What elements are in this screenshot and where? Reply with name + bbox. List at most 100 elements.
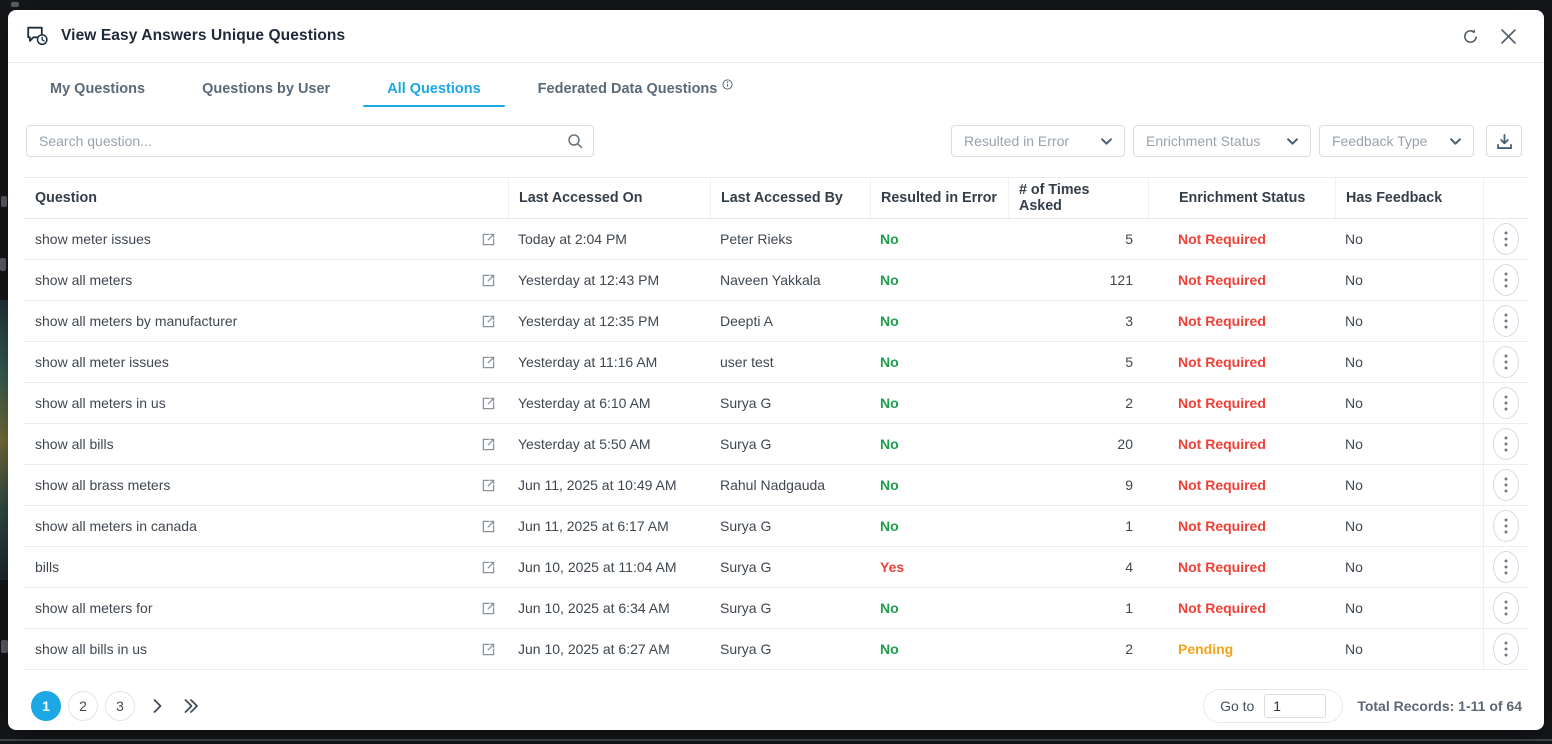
enrichment-status: Not Required bbox=[1178, 600, 1266, 616]
row-menu-button[interactable] bbox=[1493, 469, 1519, 501]
has-feedback: No bbox=[1345, 395, 1363, 411]
search-icon bbox=[567, 133, 583, 149]
filters: Resulted in Error Enrichment Status Feed… bbox=[951, 125, 1522, 157]
open-question-icon[interactable] bbox=[482, 479, 495, 492]
download-icon bbox=[1496, 133, 1513, 150]
column-header-of-times-asked[interactable]: # of Times Asked bbox=[1008, 178, 1148, 218]
goto-page-input[interactable] bbox=[1264, 694, 1327, 718]
resulted-in-error: No bbox=[880, 436, 899, 452]
tab-label: Questions by User bbox=[202, 81, 331, 97]
column-header-has-feedback[interactable]: Has Feedback bbox=[1335, 178, 1483, 218]
questions-table: Question Last Accessed On Last Accessed By… bbox=[24, 177, 1528, 670]
tab-questions-by-user[interactable]: Questions by User bbox=[178, 71, 354, 107]
resulted-in-error: No bbox=[880, 641, 899, 657]
open-question-icon[interactable] bbox=[482, 397, 495, 410]
filter-label: Feedback Type bbox=[1332, 133, 1428, 149]
row-menu-button[interactable] bbox=[1493, 223, 1519, 255]
refresh-icon[interactable] bbox=[1456, 22, 1484, 50]
times-asked: 3 bbox=[1125, 313, 1133, 329]
backdrop-fragment bbox=[1, 196, 7, 207]
row-menu-button[interactable] bbox=[1493, 428, 1519, 460]
table-row: show all meters Yesterday at 12:43 PM Na… bbox=[24, 260, 1528, 301]
enrichment-status: Not Required bbox=[1178, 272, 1266, 288]
column-header-last-accessed-by[interactable]: Last Accessed By bbox=[710, 178, 870, 218]
question-text: show all bills in us bbox=[35, 641, 148, 657]
row-menu-button[interactable] bbox=[1493, 387, 1519, 419]
toolbar: Resulted in Error Enrichment Status Feed… bbox=[26, 125, 1522, 157]
tab-label: Federated Data Questions bbox=[537, 81, 718, 97]
resulted-in-error: No bbox=[880, 518, 899, 534]
tab-all-questions[interactable]: All Questions bbox=[363, 71, 506, 107]
filter-enrichment-status[interactable]: Enrichment Status bbox=[1133, 125, 1311, 157]
enrichment-status: Not Required bbox=[1178, 313, 1266, 329]
last-accessed-by: Naveen Yakkala bbox=[720, 272, 821, 288]
last-page-icon[interactable] bbox=[184, 699, 198, 713]
open-question-icon[interactable] bbox=[482, 233, 495, 246]
open-question-icon[interactable] bbox=[482, 315, 495, 328]
row-menu-button[interactable] bbox=[1493, 264, 1519, 296]
download-button[interactable] bbox=[1486, 125, 1522, 157]
pagination-right: Go to Total Records: 1-11 of 64 bbox=[1203, 689, 1522, 723]
row-menu-button[interactable] bbox=[1493, 633, 1519, 665]
question-history-icon bbox=[26, 26, 49, 47]
open-question-icon[interactable] bbox=[482, 438, 495, 451]
enrichment-status: Not Required bbox=[1178, 231, 1266, 247]
tab-my-questions[interactable]: My Questions bbox=[26, 71, 169, 107]
row-menu-button[interactable] bbox=[1493, 346, 1519, 378]
filter-resulted-in-error[interactable]: Resulted in Error bbox=[951, 125, 1125, 157]
column-header-question[interactable]: Question bbox=[35, 190, 97, 206]
chevron-down-icon bbox=[1287, 137, 1298, 145]
column-header-resulted-in-error[interactable]: Resulted in Error bbox=[870, 178, 1008, 218]
next-page-icon[interactable] bbox=[153, 699, 162, 713]
open-question-icon[interactable] bbox=[482, 602, 495, 615]
column-header-last-accessed-on[interactable]: Last Accessed On bbox=[508, 178, 710, 218]
table-row: show all meter issues Yesterday at 11:16… bbox=[24, 342, 1528, 383]
table-row: show all brass meters Jun 11, 2025 at 10… bbox=[24, 465, 1528, 506]
backdrop-fragment bbox=[0, 739, 1552, 741]
search-input[interactable] bbox=[26, 125, 594, 157]
open-question-icon[interactable] bbox=[482, 274, 495, 287]
search-field bbox=[26, 125, 594, 157]
question-text: show all meters bbox=[35, 272, 133, 288]
resulted-in-error: No bbox=[880, 395, 899, 411]
last-accessed-on: Yesterday at 11:16 AM bbox=[518, 354, 658, 370]
times-asked: 9 bbox=[1125, 477, 1133, 493]
filter-feedback-type[interactable]: Feedback Type bbox=[1319, 125, 1474, 157]
close-icon[interactable] bbox=[1494, 22, 1522, 50]
page-button-3[interactable]: 3 bbox=[105, 691, 135, 721]
last-accessed-on: Yesterday at 5:50 AM bbox=[518, 436, 651, 452]
open-question-icon[interactable] bbox=[482, 643, 495, 656]
last-accessed-by: Deepti A bbox=[720, 313, 773, 329]
open-question-icon[interactable] bbox=[482, 561, 495, 574]
last-accessed-on: Yesterday at 6:10 AM bbox=[518, 395, 651, 411]
resulted-in-error: No bbox=[880, 313, 899, 329]
tab-label: My Questions bbox=[50, 81, 146, 97]
last-accessed-on: Yesterday at 12:35 PM bbox=[518, 313, 660, 329]
pagination: 123 Go to Total Records: 1-11 of 64 bbox=[31, 689, 1522, 723]
times-asked: 5 bbox=[1125, 354, 1133, 370]
page-button-2[interactable]: 2 bbox=[68, 691, 98, 721]
row-menu-button[interactable] bbox=[1493, 510, 1519, 542]
chevron-down-icon bbox=[1101, 137, 1112, 145]
page-button-1[interactable]: 1 bbox=[31, 691, 61, 721]
last-accessed-by: Surya G bbox=[720, 559, 772, 575]
question-text: show all meters by manufacturer bbox=[35, 313, 238, 329]
last-accessed-by: Surya G bbox=[720, 518, 772, 534]
open-question-icon[interactable] bbox=[482, 520, 495, 533]
backdrop-fragment bbox=[11, 2, 19, 7]
row-menu-button[interactable] bbox=[1493, 592, 1519, 624]
times-asked: 1 bbox=[1125, 518, 1133, 534]
row-menu-button[interactable] bbox=[1493, 551, 1519, 583]
resulted-in-error: No bbox=[880, 272, 899, 288]
table-row: show meter issues Today at 2:04 PM Peter… bbox=[24, 219, 1528, 260]
chevron-down-icon bbox=[1450, 137, 1461, 145]
column-header-enrichment-status[interactable]: Enrichment Status bbox=[1148, 178, 1335, 218]
question-text: show meter issues bbox=[35, 231, 151, 247]
row-menu-button[interactable] bbox=[1493, 305, 1519, 337]
question-text: show all meters in us bbox=[35, 395, 166, 411]
open-question-icon[interactable] bbox=[482, 356, 495, 369]
last-accessed-on: Yesterday at 12:43 PM bbox=[518, 272, 660, 288]
enrichment-status: Not Required bbox=[1178, 518, 1266, 534]
has-feedback: No bbox=[1345, 313, 1363, 329]
tab-federated-data-questions[interactable]: Federated Data Questions bbox=[514, 71, 758, 107]
